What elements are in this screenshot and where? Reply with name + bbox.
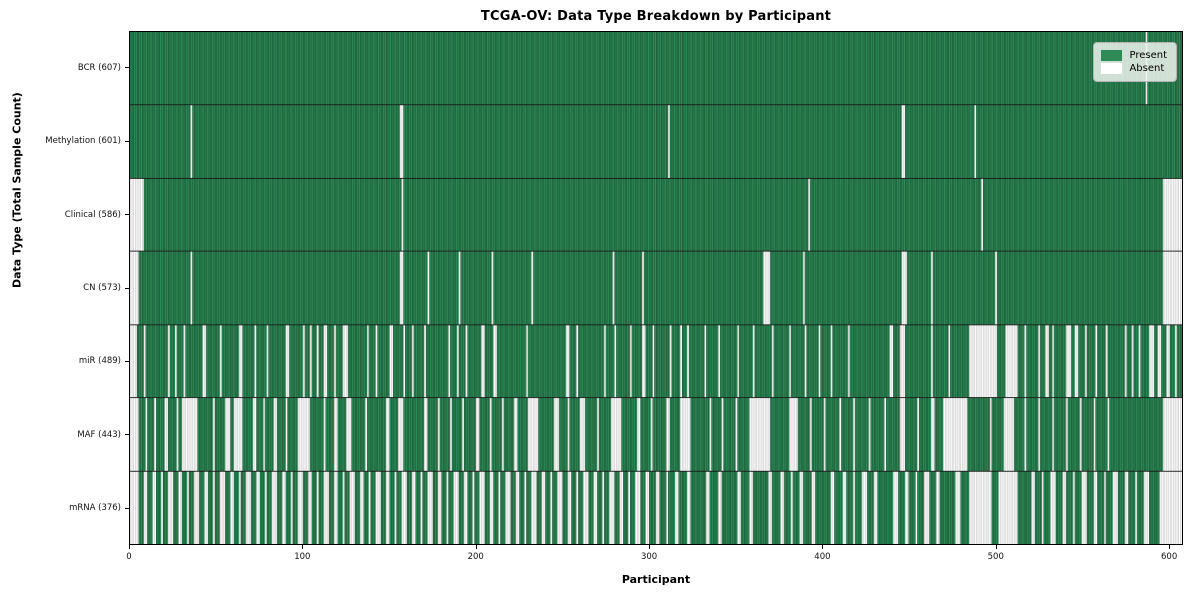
- x-tick-mark: [995, 545, 997, 549]
- x-tick-label: 500: [987, 552, 1004, 562]
- y-tick-label: BCR (607): [77, 62, 121, 73]
- x-tick-label: 400: [814, 552, 831, 562]
- y-tick-label: Clinical (586): [64, 209, 121, 220]
- heatmap-canvas: [130, 32, 1182, 544]
- x-tick-label: 200: [467, 552, 484, 562]
- legend-label-absent: Absent: [1129, 63, 1165, 74]
- x-axis-label: Participant: [621, 573, 691, 586]
- x-tick-mark: [649, 545, 651, 549]
- y-tick-label: miR (489): [78, 356, 121, 367]
- y-tick-label: Methylation (601): [45, 136, 121, 147]
- x-tick-label: 100: [294, 552, 311, 562]
- legend-item-absent: Absent: [1101, 63, 1167, 74]
- y-tick-mark: [125, 434, 129, 436]
- y-tick-mark: [125, 214, 129, 216]
- x-tick-mark: [302, 545, 304, 549]
- x-tick-label: 600: [1161, 552, 1178, 562]
- legend-item-present: Present: [1101, 50, 1167, 61]
- y-tick-mark: [125, 360, 129, 362]
- x-tick-label: 0: [126, 552, 132, 562]
- legend-label-present: Present: [1129, 50, 1167, 61]
- chart-title: TCGA-OV: Data Type Breakdown by Particip…: [480, 9, 832, 24]
- y-tick-mark: [125, 67, 129, 69]
- x-tick-mark: [475, 545, 477, 549]
- plot-area: [129, 31, 1183, 545]
- y-tick-label: CN (573): [83, 283, 121, 293]
- y-tick-label: mRNA (376): [69, 503, 121, 514]
- x-tick-mark: [129, 545, 130, 549]
- absent-swatch: [1101, 63, 1123, 74]
- legend: Present Absent: [1093, 42, 1177, 82]
- y-tick-mark: [125, 287, 129, 289]
- x-tick-label: 300: [640, 552, 658, 562]
- y-tick-label: MAF (443): [77, 429, 121, 440]
- y-tick-mark: [125, 507, 129, 509]
- x-tick-mark: [1169, 545, 1171, 549]
- y-tick-mark: [125, 140, 129, 142]
- x-tick-mark: [822, 545, 824, 549]
- present-swatch: [1101, 50, 1123, 61]
